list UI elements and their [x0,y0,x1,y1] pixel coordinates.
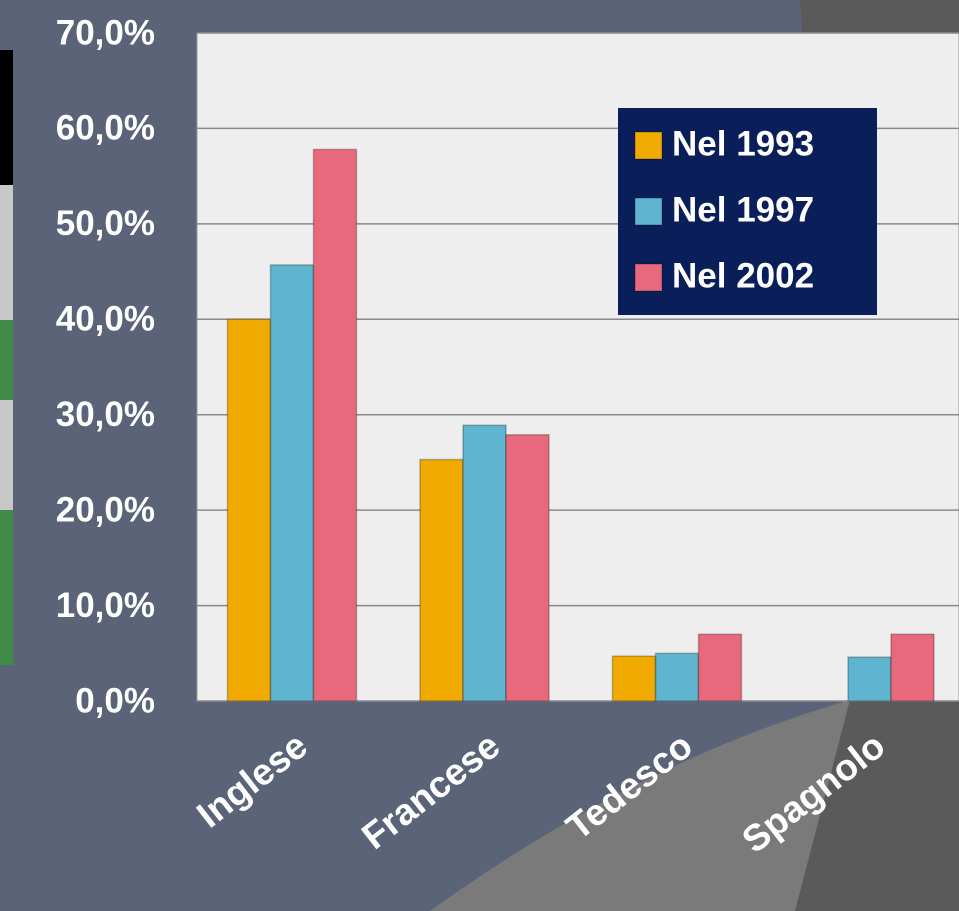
bar [654,652,700,702]
bar [890,633,935,702]
side-strip [0,320,13,400]
y-tick-label: 20,0% [56,490,155,529]
bar [611,655,657,702]
side-strip [0,50,13,185]
y-tick-label: 50,0% [56,204,155,243]
legend-label: Nel 2002 [672,256,814,295]
legend-swatch [634,131,663,160]
bar [419,458,464,702]
bg-shape [795,700,959,911]
legend: Nel 1993 Nel 1997 Nel 2002 [618,108,877,315]
x-tick-label: Francese [354,725,507,857]
bar [269,264,315,702]
side-strip [0,400,13,510]
legend-swatch [634,197,663,226]
bars [226,148,935,702]
bar [847,656,892,702]
side-strip [0,510,13,665]
y-tick-label: 60,0% [56,109,155,148]
bar [697,633,743,702]
bar [462,424,507,702]
y-tick-label: 0,0% [75,681,155,720]
y-tick-label: 30,0% [56,395,155,434]
bar [312,148,358,702]
bar [226,318,272,702]
legend-label: Nel 1993 [672,124,814,163]
side-strip [0,185,13,320]
bg-shape [430,700,850,911]
x-tick-label: Inglese [189,725,315,836]
legend-label: Nel 1997 [672,190,814,229]
y-tick-label: 10,0% [56,586,155,625]
legend-swatch [634,263,663,292]
y-tick-label: 70,0% [56,13,155,52]
bar [505,434,550,702]
y-tick-label: 40,0% [56,300,155,339]
